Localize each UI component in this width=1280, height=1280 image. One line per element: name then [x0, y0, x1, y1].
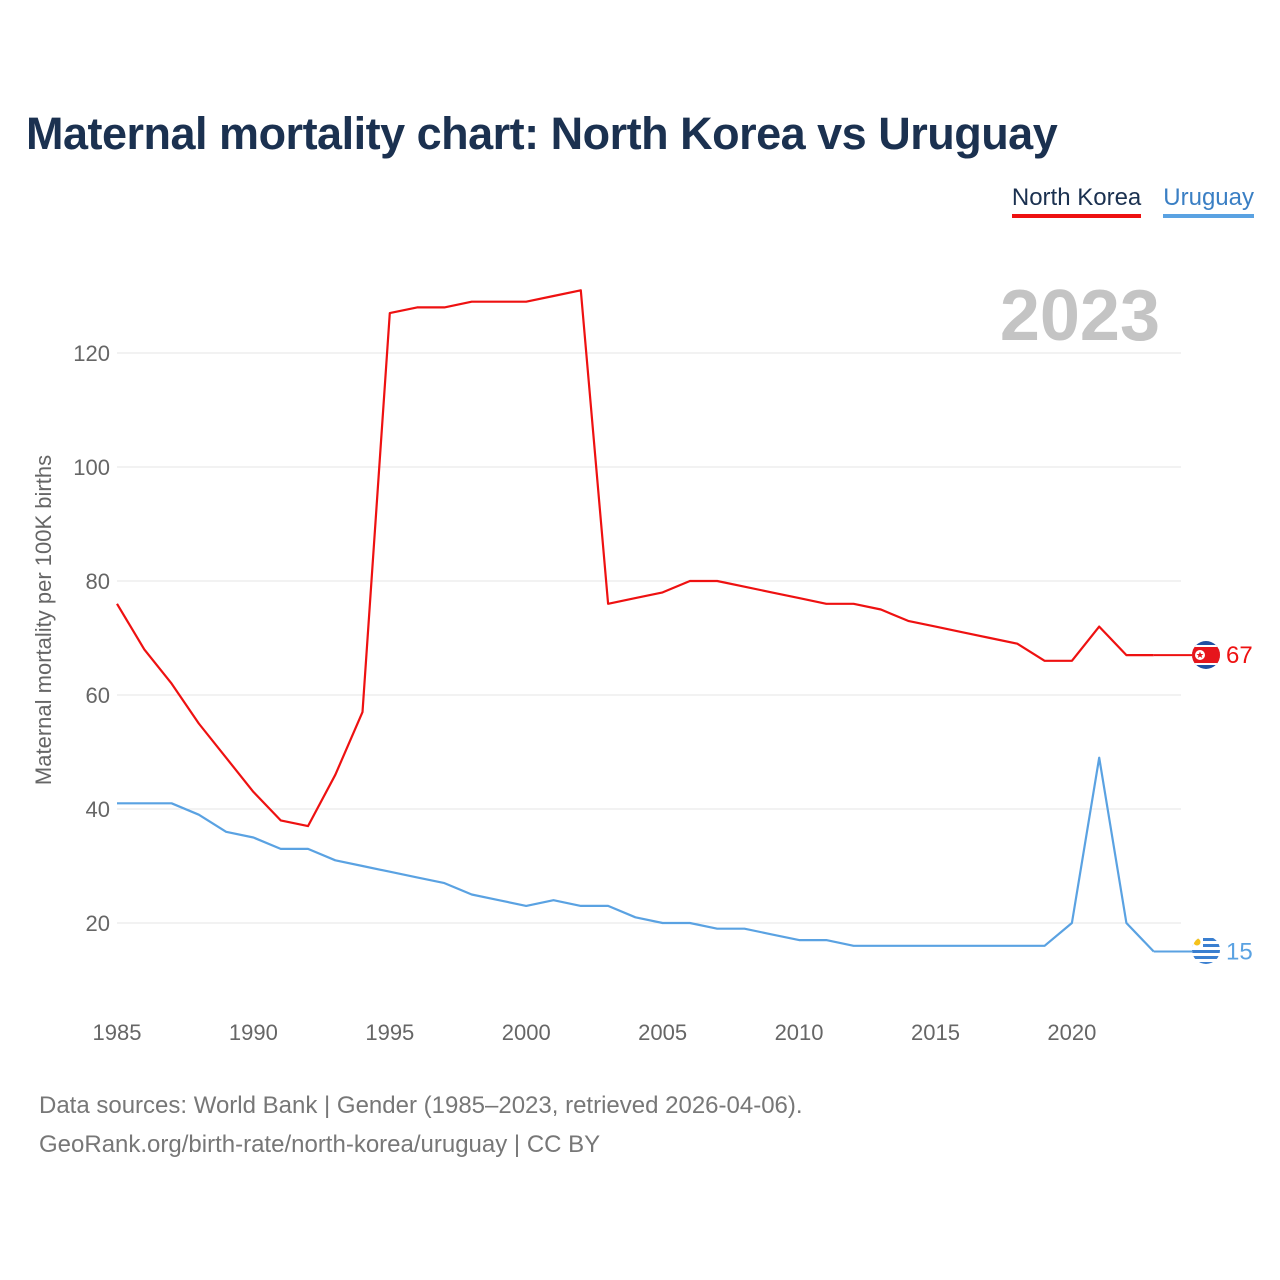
x-tick-label-2010: 2010: [775, 1020, 824, 1045]
y-tick-label-80: 80: [86, 569, 110, 594]
y-tick-label-120: 120: [73, 341, 110, 366]
x-tick-label-2020: 2020: [1047, 1020, 1096, 1045]
legend-north-korea[interactable]: North Korea: [1011, 184, 1142, 218]
series-line-uruguay[interactable]: [117, 756, 1155, 953]
data-source-note: Data sources: World Bank | Gender (1985–…: [39, 1092, 803, 1119]
x-tick-label-2005: 2005: [638, 1020, 687, 1045]
grid-lines: [117, 352, 1181, 924]
y-axis-ticks: 20 40 60 80 100 120: [73, 341, 110, 936]
y-tick-label-100: 100: [73, 455, 110, 480]
x-tick-label-2015: 2015: [911, 1020, 960, 1045]
x-axis-ticks: 1985 1990 1995 2000 2005 2010 2015 2020: [93, 1020, 1097, 1045]
year-watermark: 2023: [1000, 276, 1160, 356]
x-tick-label-1995: 1995: [365, 1020, 414, 1045]
end-value-label-uruguay: 15: [1226, 939, 1253, 966]
chart-title: Maternal mortality chart: North Korea vs…: [26, 108, 1058, 159]
end-value-label-north-korea: 67: [1226, 642, 1253, 669]
line-chart: 20 40 60 80 100 120 1985 1990 1995 2000 2005 2010 2…: [31, 276, 1253, 1045]
flag-north-korea-icon: [1192, 641, 1220, 669]
x-tick-label-2000: 2000: [502, 1020, 551, 1045]
x-tick-label-1990: 1990: [229, 1020, 278, 1045]
source-link[interactable]: GeoRank.org/birth-rate/north-korea/urugu…: [39, 1131, 601, 1158]
series-line-north-korea[interactable]: [116, 289, 1154, 828]
series: 67 15: [116, 289, 1253, 966]
y-tick-label-60: 60: [86, 683, 110, 708]
legend-uruguay[interactable]: Uruguay: [1163, 184, 1254, 218]
y-tick-label-40: 40: [86, 797, 110, 822]
footer: Data sources: World Bank | Gender (1985–…: [39, 1086, 803, 1164]
x-tick-label-1985: 1985: [93, 1020, 142, 1045]
y-tick-label-20: 20: [86, 911, 110, 936]
flag-uruguay-icon: [1192, 936, 1220, 964]
legend: North Korea Uruguay: [1011, 184, 1254, 218]
y-axis-label: Maternal mortality per 100K births: [31, 455, 56, 785]
